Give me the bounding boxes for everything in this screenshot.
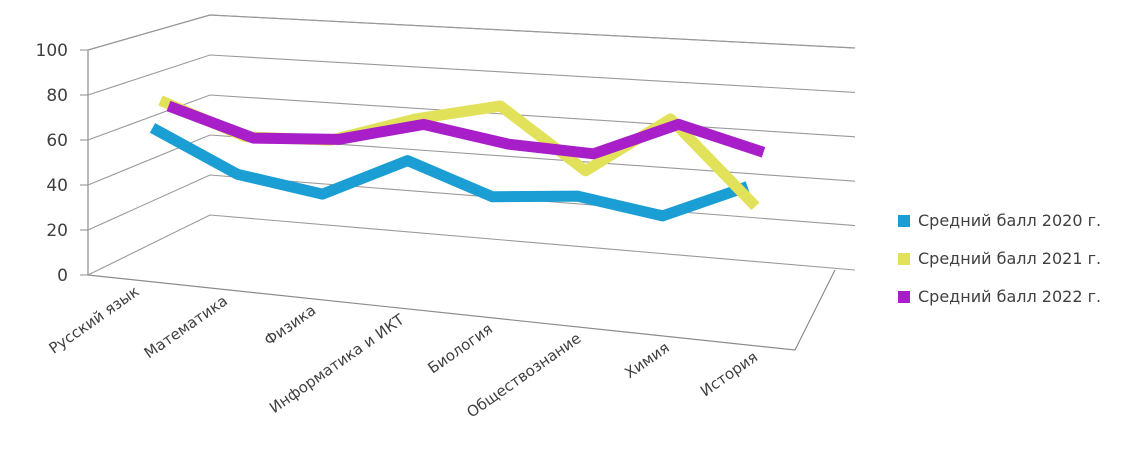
gridline	[87, 54, 856, 96]
legend: Средний балл 2020 г. Средний балл 2021 г.…	[898, 211, 1101, 306]
y-tick-label: 80	[46, 86, 68, 106]
x-tick-label: История	[697, 348, 761, 400]
series-line	[149, 123, 750, 222]
y-tick-label: 0	[57, 266, 68, 286]
legend-swatch	[898, 253, 910, 265]
wall-top-edge	[87, 14, 856, 51]
y-tick-label: 100	[36, 41, 68, 61]
gridline	[87, 134, 856, 186]
legend-label: Средний балл 2021 г.	[918, 249, 1101, 268]
gridlines	[87, 14, 856, 276]
y-tick-label: 40	[46, 176, 68, 196]
legend-label: Средний балл 2020 г.	[918, 211, 1101, 230]
x-tick-label: Русский язык	[46, 282, 143, 357]
y-axis-ticks: 0 20 40 60 80 100	[36, 41, 88, 286]
x-tick-label: Математика	[141, 292, 231, 363]
gridline	[87, 214, 856, 276]
legend-swatch	[898, 215, 910, 227]
series-line	[166, 100, 766, 160]
y-tick-label: 60	[46, 131, 68, 151]
series-lines	[149, 95, 766, 222]
x-tick-label: Биология	[425, 320, 496, 378]
series-line	[158, 95, 760, 211]
legend-swatch	[898, 291, 910, 303]
gridline	[87, 94, 856, 141]
floor-edge	[87, 269, 836, 351]
gridline	[87, 14, 856, 51]
y-tick-label: 20	[46, 221, 68, 241]
x-tick-label: Химия	[621, 338, 672, 381]
legend-label: Средний балл 2022 г.	[918, 287, 1101, 306]
x-tick-label: Физика	[261, 301, 319, 349]
